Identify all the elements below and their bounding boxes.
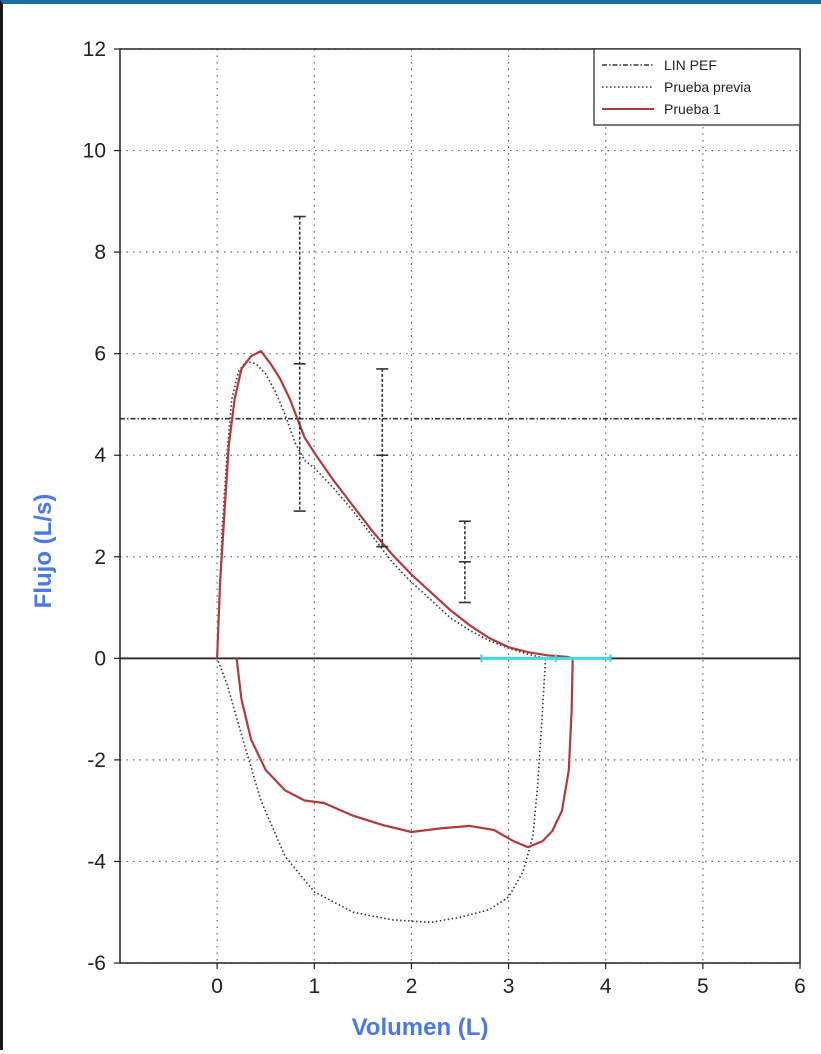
y-tick-label: 10 [83, 140, 106, 163]
y-tick-label: 6 [94, 343, 106, 366]
x-tick-label: 1 [308, 975, 320, 998]
plot-border [119, 48, 801, 964]
y-tick-label: -4 [87, 850, 106, 873]
x-tick-label: 5 [697, 975, 709, 998]
y-tick-label: 2 [94, 546, 106, 569]
series-prueba-1 [216, 350, 574, 849]
error-bars [293, 215, 471, 604]
y-axis-title: Flujo (L/s) [30, 494, 57, 609]
legend-label: LIN PEF [664, 57, 717, 73]
series-layer [120, 350, 800, 924]
x-tick-label: 4 [600, 975, 612, 998]
y-tick-label: 4 [94, 444, 106, 467]
legend-label: Prueba previa [664, 79, 751, 95]
x-axis-title: Volumen (L) [352, 1014, 489, 1041]
legend-label: Prueba 1 [664, 101, 721, 117]
y-tick-label: 0 [94, 647, 106, 670]
x-tick-label: 3 [503, 975, 515, 998]
series-prueba-previa [216, 360, 547, 924]
x-tick-label: 0 [211, 975, 223, 998]
x-tick-label: 2 [406, 975, 418, 998]
legend: LIN PEF Prueba previa Prueba 1 [593, 48, 801, 126]
legend-box [593, 48, 801, 126]
y-tick-label: 8 [94, 241, 106, 264]
y-tick-label: 12 [83, 38, 106, 61]
y-tick-label: -6 [87, 952, 106, 975]
x-tick-label: 6 [794, 975, 806, 998]
y-tick-label: -2 [87, 749, 106, 772]
plot-area [120, 49, 800, 963]
